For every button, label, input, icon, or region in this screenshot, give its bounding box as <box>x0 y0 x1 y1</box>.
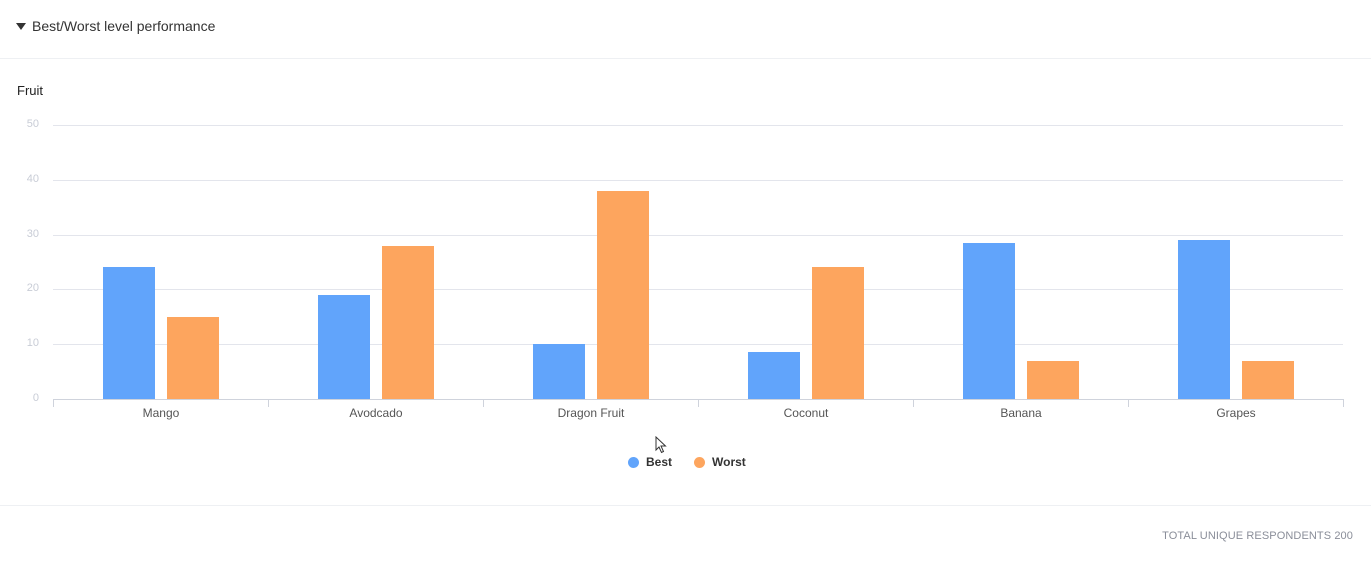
gridline <box>53 344 1343 346</box>
y-tick-label: 10 <box>26 337 39 350</box>
gridline <box>53 179 1343 181</box>
mouse-cursor-icon <box>655 436 667 454</box>
bar-worst[interactable] <box>166 316 219 399</box>
x-category-label: Grapes <box>1216 406 1256 420</box>
bar-worst[interactable] <box>1241 360 1294 399</box>
bar-best[interactable] <box>102 267 155 399</box>
x-tick <box>483 399 484 407</box>
x-tick <box>698 399 699 407</box>
x-category-label: Banana <box>1000 406 1042 420</box>
legend-dot-icon <box>694 456 706 468</box>
y-tick-label: 50 <box>26 118 39 130</box>
y-tick-label: 20 <box>26 282 39 295</box>
legend-label: Worst <box>712 455 746 469</box>
bar-worst[interactable] <box>596 190 649 399</box>
legend-dot-icon <box>628 456 639 468</box>
gridline <box>53 234 1343 236</box>
x-category-label: Dragon Fruit <box>557 406 625 420</box>
bar-best[interactable] <box>962 242 1015 399</box>
x-category-label: Coconut <box>783 406 829 420</box>
y-axis-title: Fruit <box>17 83 43 98</box>
y-tick-label: 0 <box>32 392 39 404</box>
footer-divider <box>0 505 1371 506</box>
bar-worst[interactable] <box>811 267 864 399</box>
chart-legend: Best Worst <box>628 455 768 469</box>
panel-header: Best/Worst level performance <box>0 0 1371 59</box>
x-tick <box>1128 399 1129 407</box>
x-tick <box>268 399 269 407</box>
respondents-summary: TOTAL UNIQUE RESPONDENTS 200 <box>1162 530 1353 542</box>
gridline <box>53 289 1343 291</box>
legend-item-worst[interactable]: Worst <box>694 455 746 469</box>
bar-best[interactable] <box>317 294 370 399</box>
bar-best[interactable] <box>1177 240 1230 399</box>
x-tick <box>1343 399 1344 407</box>
bar-best[interactable] <box>747 352 800 399</box>
y-tick-label: 40 <box>26 172 39 185</box>
legend-item-best[interactable]: Best <box>628 455 672 469</box>
legend-label: Best <box>646 455 673 469</box>
bar-worst[interactable] <box>381 245 434 399</box>
x-category-label: Avodcado <box>349 406 403 420</box>
caret-down-icon[interactable] <box>16 23 26 30</box>
x-tick <box>53 399 54 407</box>
panel-title[interactable]: Best/Worst level performance <box>32 18 216 34</box>
gridline <box>53 125 1343 126</box>
bar-best[interactable] <box>532 344 585 399</box>
x-category-label: Mango <box>142 406 180 420</box>
x-tick <box>913 399 914 407</box>
y-tick-label: 30 <box>26 227 39 240</box>
bar-worst[interactable] <box>1026 360 1079 399</box>
